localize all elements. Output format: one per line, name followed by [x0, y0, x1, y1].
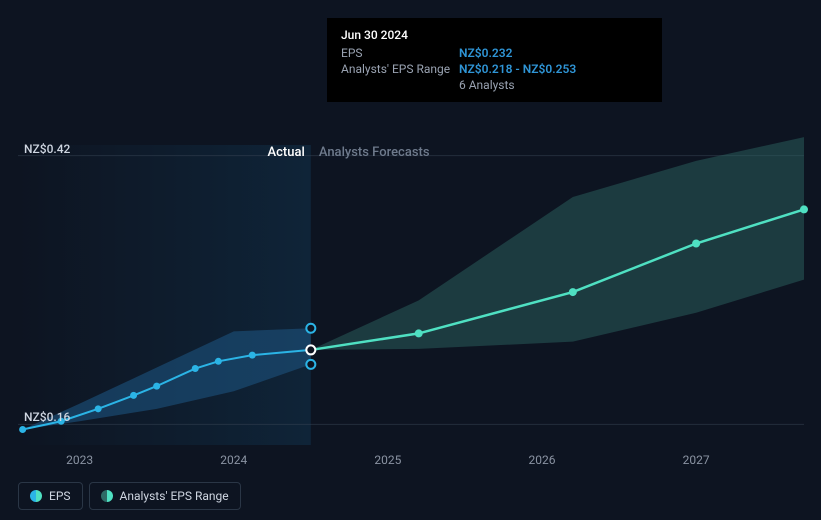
tooltip-eps-value: NZ$0.232 [459, 46, 512, 60]
legend-label-eps: EPS [49, 489, 71, 503]
x-axis-tick: 2026 [529, 453, 556, 467]
legend-swatch-eps [30, 490, 42, 502]
hover-tooltip: Jun 30 2024 EPS NZ$0.232 Analysts' EPS R… [327, 18, 662, 102]
tooltip-eps-label: EPS [341, 46, 459, 60]
tooltip-range-value: NZ$0.218 - NZ$0.253 [459, 62, 576, 76]
x-axis-tick: 2024 [220, 453, 247, 467]
legend-label-range: Analysts' EPS Range [120, 489, 229, 503]
tooltip-analyst-count: 6 Analysts [459, 78, 515, 92]
y-axis-tick: NZ$0.42 [24, 142, 70, 156]
tooltip-range-label: Analysts' EPS Range [341, 62, 459, 76]
section-label-forecast: Analysts Forecasts [319, 145, 430, 160]
x-axis-tick: 2023 [66, 453, 93, 467]
x-axis-tick: 2027 [683, 453, 710, 467]
x-axis-tick: 2025 [374, 453, 401, 467]
tooltip-date: Jun 30 2024 [341, 28, 648, 42]
section-label-actual: Actual [268, 145, 305, 160]
legend-item-range[interactable]: Analysts' EPS Range [89, 482, 241, 510]
legend: EPS Analysts' EPS Range [18, 482, 241, 510]
y-axis-tick: NZ$0.16 [24, 410, 70, 424]
legend-item-eps[interactable]: EPS [18, 482, 83, 510]
legend-swatch-range [101, 490, 113, 502]
eps-chart: Jun 30 2024 EPS NZ$0.232 Analysts' EPS R… [0, 0, 821, 520]
